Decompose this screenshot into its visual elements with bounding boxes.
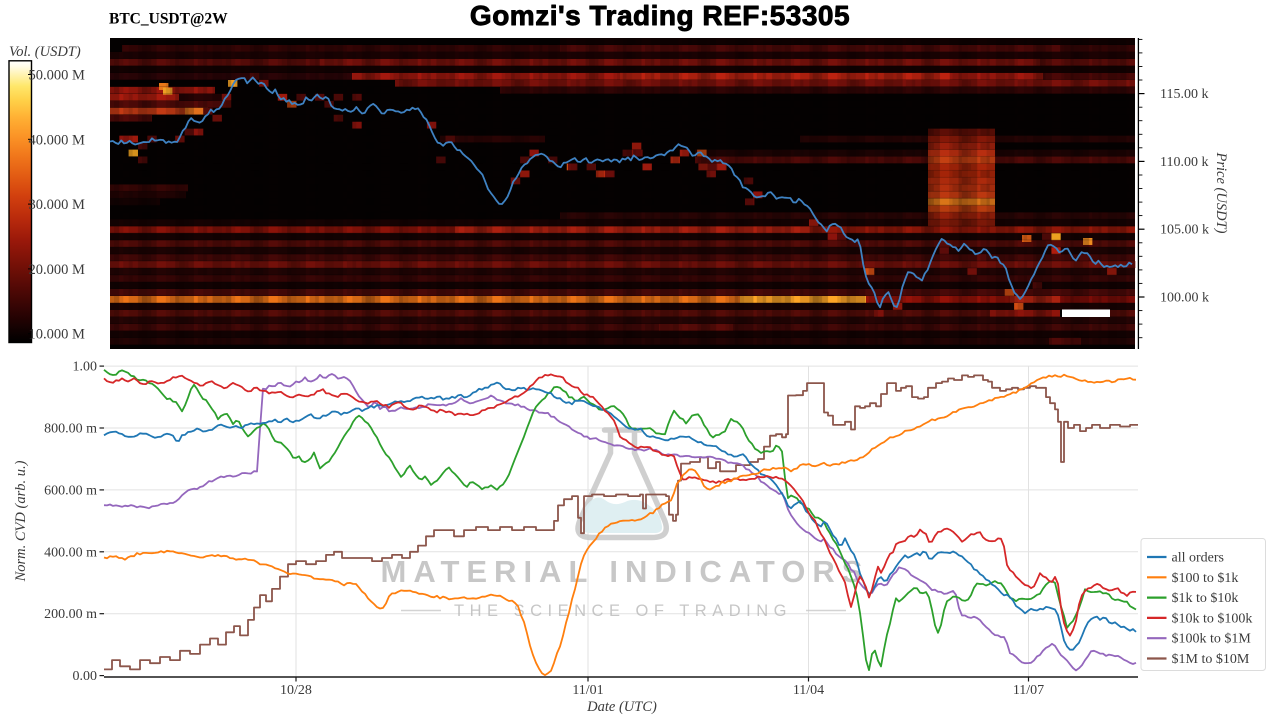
svg-text:10/28: 10/28 — [280, 683, 312, 698]
svg-text:Date (UTC): Date (UTC) — [586, 699, 657, 715]
svg-text:50.000 M: 50.000 M — [29, 68, 86, 84]
svg-text:800.00 m: 800.00 m — [44, 422, 97, 437]
svg-text:0.00: 0.00 — [73, 669, 98, 684]
svg-text:Gomzi's Trading REF:53305: Gomzi's Trading REF:53305 — [470, 0, 850, 31]
svg-text:Norm. CVD (arb. u.): Norm. CVD (arb. u.) — [13, 460, 29, 582]
svg-text:200.00 m: 200.00 m — [44, 607, 97, 622]
svg-text:110.00 k: 110.00 k — [1160, 155, 1208, 170]
svg-text:THE SCIENCE OF TRADING: THE SCIENCE OF TRADING — [454, 602, 792, 620]
svg-text:600.00 m: 600.00 m — [44, 483, 97, 498]
svg-text:$100k to $1M: $100k to $1M — [1172, 632, 1252, 647]
svg-text:1.00: 1.00 — [73, 360, 98, 375]
svg-text:40.000 M: 40.000 M — [29, 132, 86, 148]
svg-text:11/07: 11/07 — [1013, 683, 1044, 698]
svg-text:MATERIAL INDICATORS: MATERIAL INDICATORS — [381, 554, 870, 589]
svg-text:BTC_USDT@2W: BTC_USDT@2W — [109, 11, 228, 28]
svg-text:Price (USDT): Price (USDT) — [1213, 152, 1229, 234]
svg-text:11/01: 11/01 — [572, 683, 603, 698]
svg-text:11/04: 11/04 — [793, 683, 824, 698]
svg-text:20.000 M: 20.000 M — [29, 262, 86, 278]
svg-text:$10k to $100k: $10k to $100k — [1172, 611, 1253, 626]
svg-text:Vol. (USDT): Vol. (USDT) — [9, 44, 81, 60]
svg-text:all orders: all orders — [1172, 551, 1224, 566]
svg-text:$100 to $1k: $100 to $1k — [1172, 571, 1239, 586]
svg-text:400.00 m: 400.00 m — [44, 545, 97, 560]
svg-text:30.000 M: 30.000 M — [29, 197, 86, 213]
svg-text:$1k to $10k: $1k to $10k — [1172, 591, 1239, 606]
svg-text:115.00 k: 115.00 k — [1160, 87, 1208, 102]
svg-text:105.00 k: 105.00 k — [1160, 223, 1209, 238]
svg-text:10.000 M: 10.000 M — [29, 327, 86, 343]
svg-text:100.00 k: 100.00 k — [1160, 291, 1209, 306]
svg-text:$1M to $10M: $1M to $10M — [1172, 652, 1250, 667]
